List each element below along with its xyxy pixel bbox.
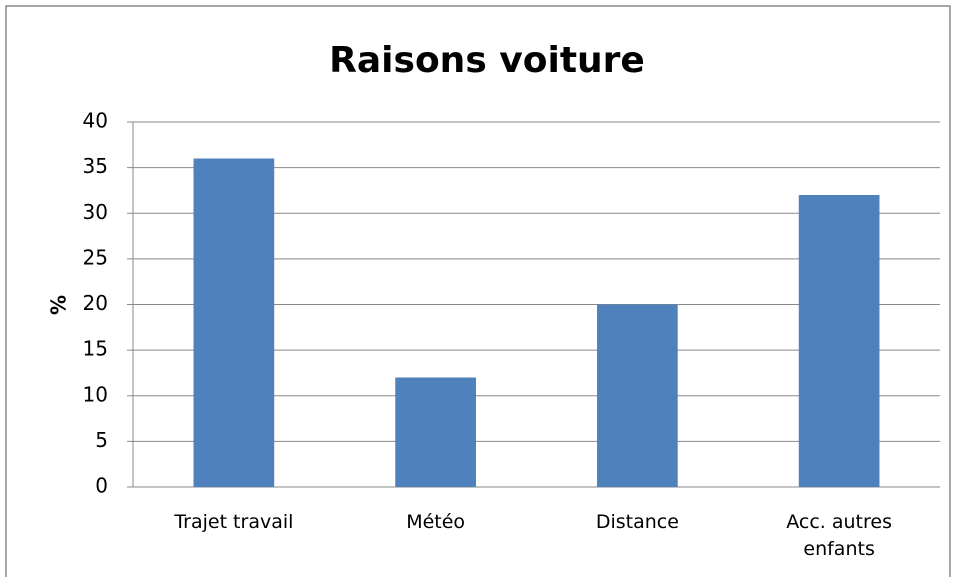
y-tick-label: 20 xyxy=(83,291,108,315)
y-tick-label: 35 xyxy=(83,154,108,178)
y-tick-label: 15 xyxy=(83,337,108,361)
bar xyxy=(798,195,880,487)
x-tick-label: Trajet travail xyxy=(174,511,294,533)
y-axis-label: % xyxy=(47,295,71,315)
chart-frame xyxy=(5,5,951,577)
bar xyxy=(597,304,678,487)
x-tick-label: Acc. autres enfants xyxy=(786,511,892,560)
y-tick-label: 25 xyxy=(83,245,108,269)
x-tick-label: Distance xyxy=(595,511,679,533)
bar xyxy=(193,158,275,487)
y-tick-label: 5 xyxy=(95,428,108,452)
y-tick-label: 10 xyxy=(83,382,108,406)
y-tick-label: 0 xyxy=(95,474,108,498)
x-tick-label: Météo xyxy=(406,511,466,533)
y-tick-label: 30 xyxy=(83,200,108,224)
y-tick-label: 40 xyxy=(83,109,108,133)
bar xyxy=(395,377,476,487)
chart-title: Raisons voiture xyxy=(329,40,645,81)
